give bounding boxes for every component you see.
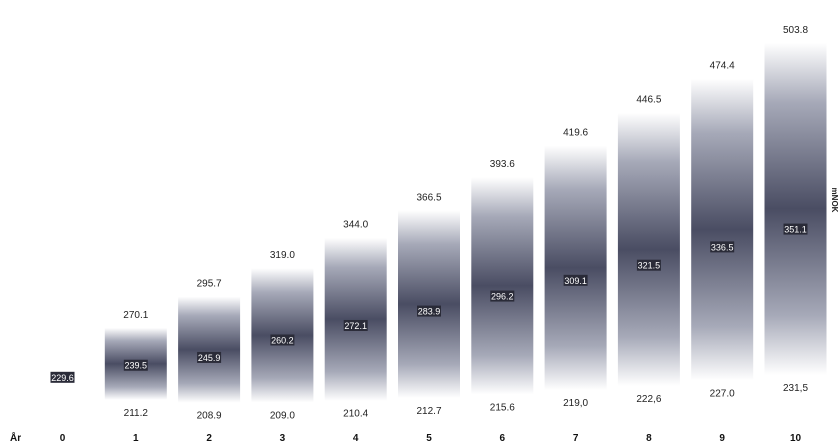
mid-label-box-10 — [783, 223, 808, 235]
top-label-9: 474.4 — [710, 61, 735, 72]
bottom-label-8: 222,6 — [636, 394, 661, 405]
x-tick-label-0: 0 — [60, 433, 66, 444]
bottom-label-4: 210.4 — [343, 409, 368, 420]
mid-label-1: 239.5 — [125, 361, 148, 371]
mid-label-8: 321.5 — [638, 261, 661, 271]
x-tick-label-7: 7 — [573, 433, 579, 444]
mid-label-box-0 — [50, 371, 75, 383]
mid-label-box-8 — [636, 259, 661, 271]
bottom-label-2: 208.9 — [197, 411, 222, 422]
top-label-2: 295.7 — [197, 279, 222, 290]
mid-label-box-3 — [270, 334, 295, 346]
bar-10 — [764, 42, 827, 375]
top-label-10: 503.8 — [783, 25, 808, 36]
top-label-4: 344.0 — [343, 220, 368, 231]
mid-label-box-9 — [710, 241, 735, 253]
unit-label: mNOK — [830, 188, 839, 213]
mid-label-4: 272.1 — [344, 321, 367, 331]
bar-2 — [178, 296, 241, 403]
top-label-1: 270.1 — [123, 310, 148, 321]
top-label-7: 419.6 — [563, 128, 588, 139]
x-axis-label: År — [10, 431, 21, 444]
mid-label-9: 336.5 — [711, 242, 734, 252]
bar-5 — [398, 210, 460, 398]
bar-6 — [471, 177, 534, 395]
labels-group: 229.60270.1211.2239.51295.7208.9245.9231… — [50, 25, 808, 444]
bar-7 — [544, 145, 607, 391]
x-tick-label-9: 9 — [719, 433, 725, 444]
mid-label-3: 260.2 — [271, 335, 294, 345]
mid-label-0: 229.6 — [51, 373, 74, 383]
mid-label-7: 309.1 — [564, 276, 587, 286]
bar-8 — [617, 112, 680, 386]
x-tick-label-10: 10 — [790, 433, 802, 444]
bottom-label-10: 231,5 — [783, 383, 808, 394]
mid-label-5: 283.9 — [418, 307, 441, 317]
bottom-label-7: 219,0 — [563, 398, 588, 409]
mid-label-6: 296.2 — [491, 292, 514, 302]
mid-label-10: 351.1 — [784, 225, 807, 235]
mid-label-box-6 — [490, 290, 515, 302]
x-tick-label-2: 2 — [206, 433, 212, 444]
x-tick-label-1: 1 — [133, 433, 139, 444]
bar-4 — [324, 237, 387, 401]
x-tick-label-4: 4 — [353, 433, 359, 444]
top-label-3: 319.0 — [270, 250, 295, 261]
top-label-6: 393.6 — [490, 159, 515, 170]
x-tick-label-5: 5 — [426, 433, 432, 444]
bottom-label-6: 215.6 — [490, 402, 515, 413]
bottom-label-3: 209.0 — [270, 410, 295, 421]
mid-label-2: 245.9 — [198, 353, 221, 363]
top-label-5: 366.5 — [416, 192, 441, 203]
x-tick-label-6: 6 — [500, 433, 506, 444]
bottom-label-1: 211.2 — [124, 408, 149, 419]
x-tick-label-8: 8 — [646, 433, 652, 444]
bar-9 — [691, 78, 754, 381]
bottom-label-5: 212.7 — [416, 406, 441, 417]
x-tick-label-3: 3 — [280, 433, 286, 444]
top-label-8: 446.5 — [636, 95, 661, 106]
mid-label-box-1 — [123, 359, 148, 371]
bars-group — [104, 42, 827, 403]
mid-label-box-7 — [563, 274, 588, 286]
mid-label-box-4 — [343, 319, 368, 331]
mid-label-box-2 — [197, 351, 222, 363]
mid-label-box-5 — [417, 305, 441, 317]
bottom-label-9: 227.0 — [710, 388, 735, 399]
